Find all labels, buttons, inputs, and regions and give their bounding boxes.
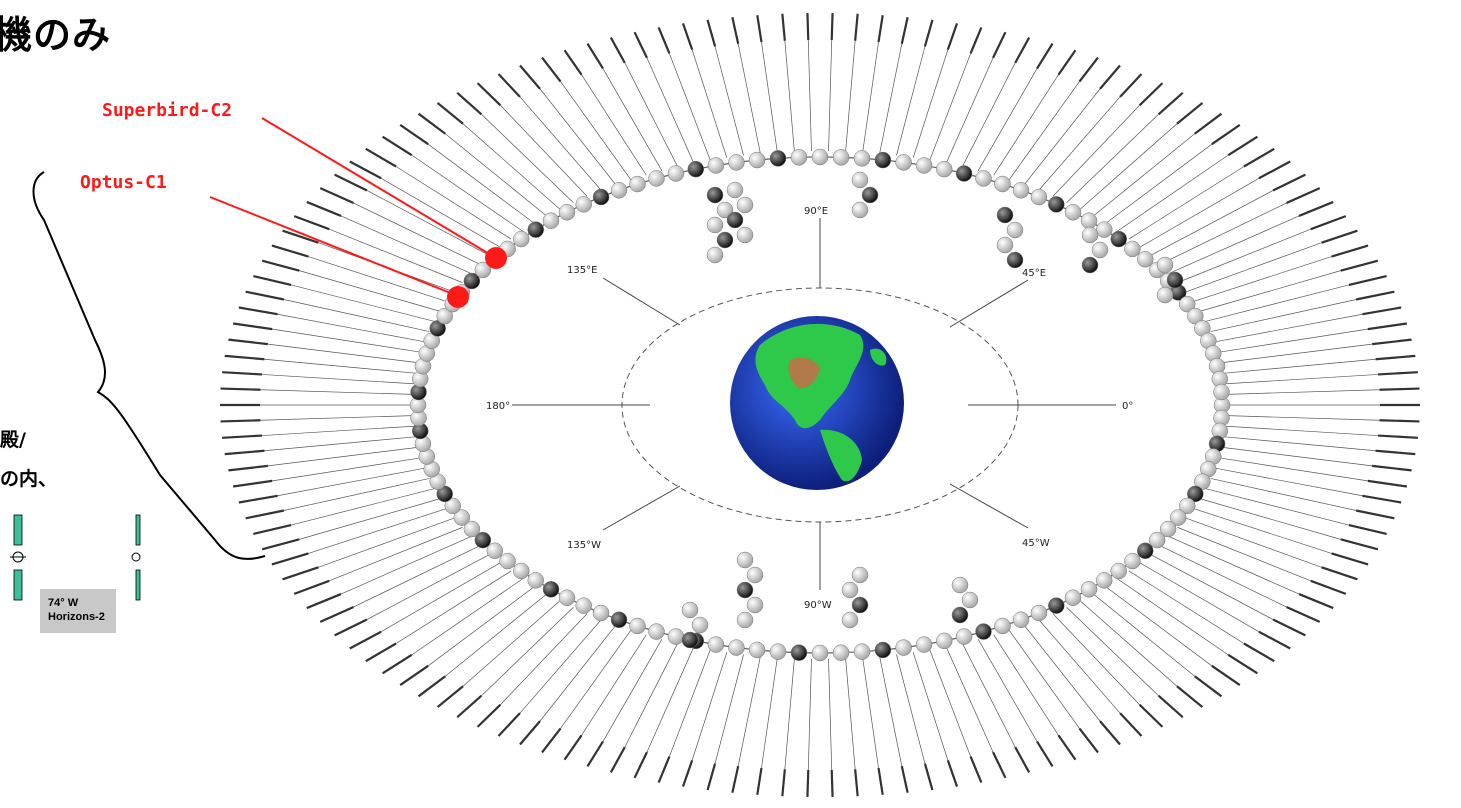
label-45w: 45°W — [1022, 538, 1050, 549]
label-45e: 45°E — [1022, 268, 1046, 279]
callout-optus-c1: Optus-C1 — [80, 172, 167, 193]
earth-globe-icon — [730, 316, 904, 490]
callout-line-optus — [209, 196, 459, 297]
satellite-icon-2 — [131, 514, 141, 601]
annotation-line-1: 殿/ — [0, 429, 26, 451]
slide-title: 機のみ — [0, 13, 112, 57]
annotation-line-2: の内、 — [0, 468, 58, 490]
label-135e: 135°E — [567, 265, 597, 276]
label-135w: 135°W — [567, 540, 601, 551]
label-90w: 90°W — [804, 600, 832, 611]
label-0: 0° — [1122, 401, 1133, 412]
superbird-c2-marker — [485, 247, 507, 269]
label-180: 180° — [486, 401, 510, 412]
callout-line-superbird — [261, 117, 497, 259]
grouping-brace — [32, 171, 266, 560]
satellite-icon — [10, 514, 26, 601]
label-90e: 90°E — [804, 206, 828, 217]
satellite-name: Horizons-2 — [48, 611, 105, 623]
satellite-info-box: 74° W Horizons-2 — [40, 589, 116, 633]
satellite-markers — [409, 148, 1231, 662]
axis-lines — [512, 218, 1116, 590]
label-leader-lines — [220, 13, 1420, 797]
optus-c1-marker — [447, 286, 469, 308]
satellite-longitude: 74° W — [48, 597, 79, 609]
callout-superbird-c2: Superbird-C2 — [102, 100, 233, 121]
